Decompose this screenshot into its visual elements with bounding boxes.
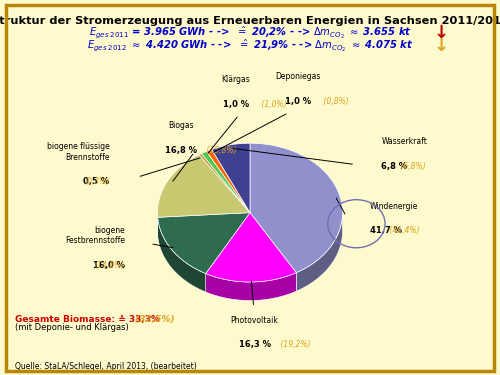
Text: 1,0 %: 1,0 % — [285, 97, 311, 106]
Polygon shape — [158, 217, 206, 292]
Text: (14,6%): (14,6%) — [95, 261, 125, 270]
Text: 16,8 %: 16,8 % — [164, 146, 196, 155]
Text: ↓: ↓ — [434, 37, 449, 55]
Text: (0,8%): (0,8%) — [321, 97, 349, 106]
Text: (mit Deponie- und Klärgas): (mit Deponie- und Klärgas) — [15, 323, 129, 332]
PathPatch shape — [158, 155, 250, 217]
Text: Windenergie: Windenergie — [370, 202, 418, 211]
Polygon shape — [296, 214, 343, 291]
Text: Klärgas: Klärgas — [222, 75, 250, 84]
Polygon shape — [250, 213, 296, 291]
Text: biogene
Festbrennstoffe: biogene Festbrennstoffe — [65, 226, 125, 245]
PathPatch shape — [212, 143, 250, 213]
Text: Gesamte Biomasse: ≙ 33,3%: Gesamte Biomasse: ≙ 33,3% — [15, 315, 160, 324]
Text: Biogas: Biogas — [168, 121, 194, 130]
Text: 0,5 %: 0,5 % — [84, 177, 110, 186]
Text: (1,0%): (1,0%) — [259, 100, 287, 109]
Text: (32,5%): (32,5%) — [132, 315, 175, 324]
Text: 16,3 %: 16,3 % — [238, 340, 270, 349]
Text: 6,8 %: 6,8 % — [382, 162, 407, 171]
Text: (15,8%): (15,8%) — [204, 146, 236, 155]
Text: Photovoltaik: Photovoltaik — [230, 315, 278, 324]
PathPatch shape — [206, 213, 296, 282]
Text: Wasserkraft: Wasserkraft — [382, 137, 427, 146]
Polygon shape — [206, 213, 250, 292]
Polygon shape — [206, 213, 250, 292]
Text: Quelle: StaLA/Schlegel, April 2013, (bearbeitet): Quelle: StaLA/Schlegel, April 2013, (bea… — [15, 362, 197, 371]
Text: biogene flüssige
Brennstoffe: biogene flüssige Brennstoffe — [46, 142, 110, 162]
Text: (6,8%): (6,8%) — [398, 162, 425, 171]
PathPatch shape — [250, 143, 342, 273]
Text: (19,2%): (19,2%) — [278, 340, 310, 349]
Text: (41,4%): (41,4%) — [387, 226, 420, 236]
Text: $E_{ges\ 2011}$ = 3.965 GWh - ->  $\hat{=}$ 20,2% - -> $\Delta m_{CO_2}$ $\appro: $E_{ges\ 2011}$ = 3.965 GWh - -> $\hat{=… — [88, 25, 411, 41]
Polygon shape — [158, 213, 250, 236]
Text: $E_{ges\ 2012}$ $\approx$ 4.420 GWh - ->  $\hat{=}$ 21,9% - -> $\Delta m_{CO_2}$: $E_{ges\ 2012}$ $\approx$ 4.420 GWh - ->… — [86, 38, 413, 54]
Text: (0,3%): (0,3%) — [84, 177, 110, 186]
Text: 16,0 %: 16,0 % — [93, 261, 125, 270]
PathPatch shape — [158, 213, 250, 273]
Polygon shape — [158, 213, 250, 236]
Polygon shape — [250, 213, 296, 291]
PathPatch shape — [202, 152, 250, 213]
Text: ↓: ↓ — [434, 24, 449, 42]
Polygon shape — [206, 273, 296, 300]
Text: 1,0 %: 1,0 % — [223, 100, 249, 109]
Text: Deponiegas: Deponiegas — [276, 72, 321, 81]
Text: Struktur der Stromerzeugung aus Erneuerbaren Energien in Sachsen 2011/2012: Struktur der Stromerzeugung aus Erneuerb… — [0, 16, 500, 26]
PathPatch shape — [199, 154, 250, 213]
PathPatch shape — [206, 150, 250, 213]
Text: 41,7 %: 41,7 % — [370, 226, 402, 236]
